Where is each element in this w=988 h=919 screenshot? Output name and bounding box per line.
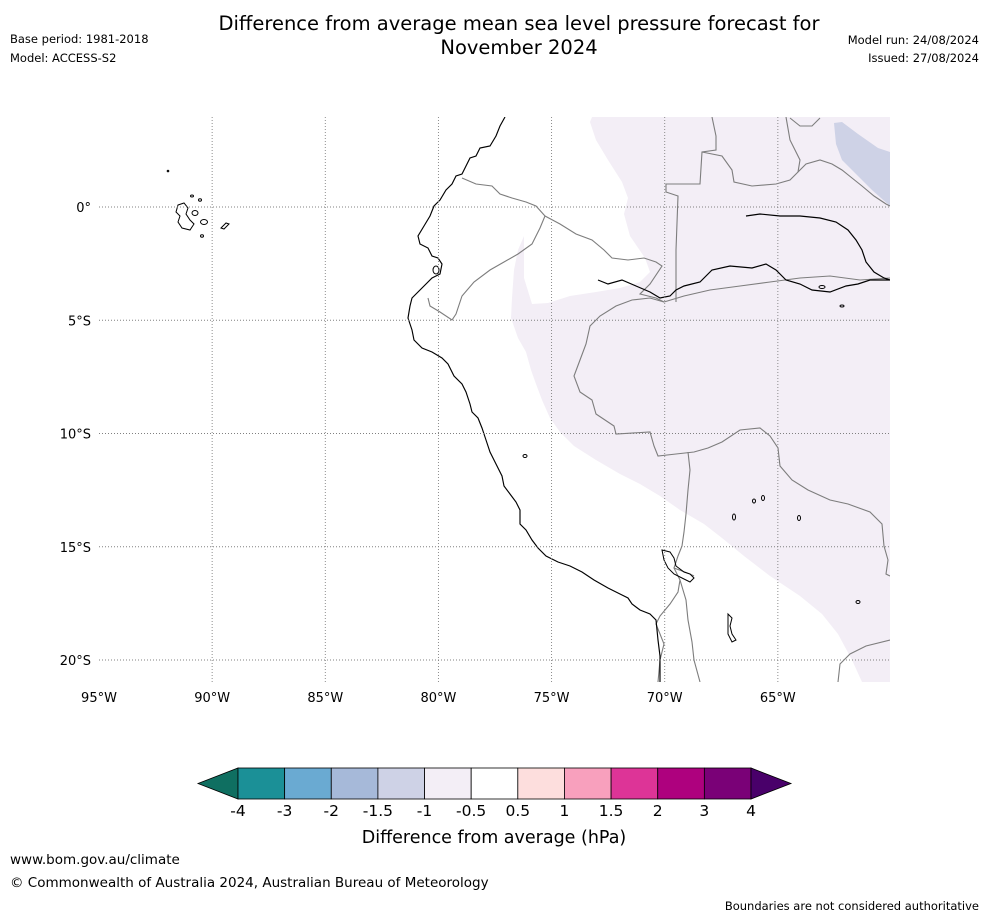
colorbar-segment — [703, 767, 752, 800]
colorbar-tick-label: 1 — [560, 802, 570, 820]
colorbar-tick-label: -1 — [417, 802, 432, 820]
colorbar-segment — [284, 767, 332, 800]
amazon-river — [597, 263, 890, 299]
colorbar-tick-label: -3 — [277, 802, 292, 820]
colorbar-tick-label: 0.5 — [505, 802, 530, 820]
lat-tick-label: 0° — [76, 201, 91, 216]
copyright-text: © Commonwealth of Australia 2024, Austra… — [10, 875, 489, 891]
bom-url-link[interactable]: www.bom.gov.au/climate — [10, 852, 180, 868]
colorbar-segment — [237, 767, 286, 800]
galapagos-islands — [166, 169, 230, 238]
lon-tick-label: 90°W — [194, 691, 230, 706]
colorbar-segment — [330, 767, 379, 800]
lon-tick-label: 70°W — [647, 691, 683, 706]
colorbar-tick-label: -2 — [324, 802, 339, 820]
rio-negro — [745, 213, 890, 281]
disclaimer-text: Boundaries are not considered authoritat… — [724, 899, 979, 913]
colorbar-segment — [564, 767, 612, 800]
colorbar-segment — [424, 767, 472, 800]
colorbar-segment — [610, 767, 659, 800]
colorbar-tick-label: 1.5 — [599, 802, 624, 820]
colorbar-tick-label: 3 — [699, 802, 709, 820]
colorbar-tick-label: -4 — [230, 802, 245, 820]
colorbar-segment — [657, 767, 705, 800]
lon-tick-label: 95°W — [81, 691, 117, 706]
model-run-text: Model run: 24/08/2024 — [847, 33, 979, 47]
colorbar-segment — [517, 767, 565, 800]
longitude-tick-labels: 95°W 90°W 85°W 80°W 75°W 70°W 65°W — [81, 691, 796, 706]
issued-text: Issued: 27/08/2024 — [868, 51, 979, 65]
colorbar: -4 -3 -2 -1.5 -1 -0.5 0.5 1 1.5 2 3 4 Difference fro… — [196, 767, 793, 848]
lat-tick-label: 20°S — [60, 654, 91, 669]
latitude-tick-labels: 0° 5°S 10°S 15°S 20°S — [60, 201, 91, 669]
colorbar-tick-label: 4 — [746, 802, 756, 820]
country-borders — [427, 117, 890, 682]
lat-tick-label: 10°S — [60, 428, 91, 443]
small-lakes — [432, 265, 861, 604]
coastline — [407, 117, 661, 682]
map-panel — [166, 117, 890, 682]
anomaly-region-light — [511, 117, 890, 682]
lon-tick-label: 65°W — [760, 691, 796, 706]
colorbar-tick-label: -0.5 — [456, 802, 486, 820]
title-line-2: November 2024 — [440, 36, 598, 59]
base-period-text: Base period: 1981-2018 — [10, 32, 149, 46]
lat-tick-label: 15°S — [60, 541, 91, 556]
anomaly-region-dark — [834, 122, 890, 206]
colorbar-extend-high — [750, 767, 793, 800]
lat-tick-label: 5°S — [68, 314, 91, 329]
colorbar-extend-low — [196, 767, 239, 800]
colorbar-segment — [377, 767, 425, 800]
lon-tick-label: 80°W — [420, 691, 456, 706]
map-grid — [99, 117, 890, 682]
lake-titicaca — [661, 549, 695, 583]
model-text: Model: ACCESS-S2 — [10, 51, 117, 65]
map-title: Difference from average mean sea level p… — [194, 12, 844, 60]
colorbar-label: Difference from average (hPa) — [362, 828, 627, 848]
title-line-1: Difference from average mean sea level p… — [218, 12, 820, 35]
colorbar-tick-label: -1.5 — [363, 802, 393, 820]
lake-poopo — [727, 612, 737, 643]
lon-tick-label: 75°W — [534, 691, 570, 706]
colorbar-tick-label: 2 — [653, 802, 663, 820]
colorbar-segment — [470, 767, 519, 800]
lon-tick-label: 85°W — [307, 691, 343, 706]
